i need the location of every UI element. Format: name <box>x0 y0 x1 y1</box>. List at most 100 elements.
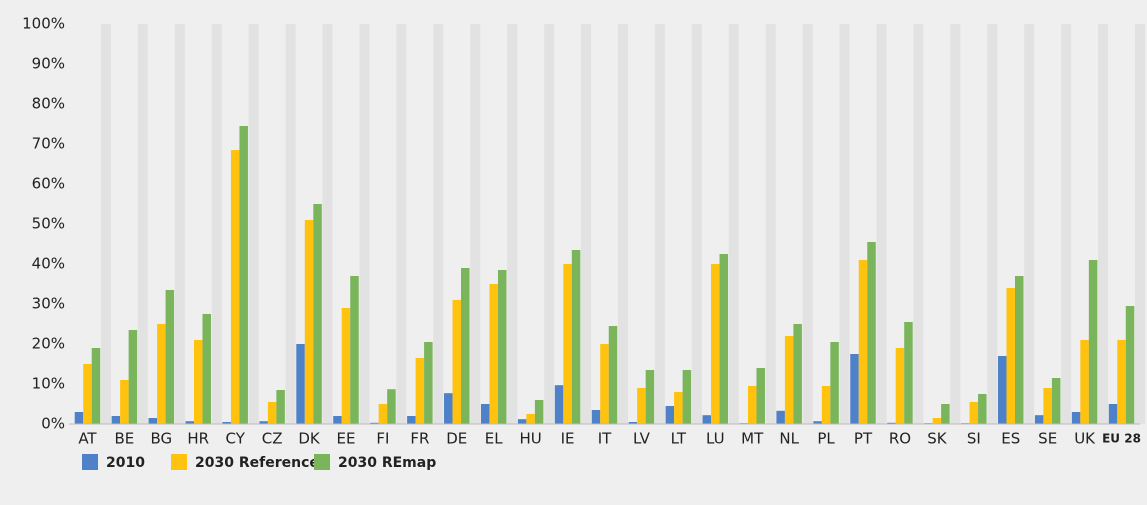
bar <box>497 270 507 424</box>
bar <box>978 394 987 424</box>
bar <box>608 326 618 424</box>
x-tick-label: DK <box>298 430 321 448</box>
band-stripe <box>581 24 592 424</box>
x-tick-label: IE <box>561 430 575 448</box>
x-tick-label: NL <box>779 430 799 448</box>
x-tick-label: BG <box>150 430 172 448</box>
bar <box>480 404 490 424</box>
band-stripe <box>470 24 481 424</box>
legend-label: 2030 Reference <box>195 455 319 471</box>
bar <box>194 340 203 424</box>
bar <box>259 421 268 424</box>
bar <box>637 388 646 424</box>
band-stripe <box>728 24 739 424</box>
band-stripe <box>876 24 887 424</box>
bar <box>407 416 416 424</box>
x-tick-label: MT <box>741 430 764 448</box>
bar <box>444 393 453 424</box>
bar <box>776 410 785 424</box>
band-stripe <box>617 24 628 424</box>
bar <box>1088 260 1098 424</box>
bar <box>1043 388 1052 424</box>
bar <box>793 324 802 424</box>
band-stripe <box>1098 24 1109 424</box>
y-tick-label: 100% <box>22 15 65 33</box>
bar <box>674 392 683 424</box>
y-tick-label: 80% <box>32 95 65 113</box>
bar <box>74 412 84 424</box>
x-tick-label: BE <box>115 430 135 448</box>
band-stripe <box>322 24 333 424</box>
band-stripe <box>433 24 444 424</box>
band-stripe <box>802 24 813 424</box>
band-stripe <box>1061 24 1072 424</box>
legend-swatch <box>82 454 98 470</box>
bar <box>83 364 92 424</box>
x-tick-label: SI <box>967 430 981 448</box>
x-tick-label: EL <box>485 430 503 448</box>
bar <box>1034 415 1044 424</box>
legend-swatch <box>314 454 330 470</box>
band-stripe <box>285 24 296 424</box>
x-tick-label: ES <box>1001 430 1020 448</box>
bar <box>1051 378 1061 424</box>
y-tick-label: 40% <box>32 255 65 273</box>
bar <box>296 344 305 424</box>
bar <box>719 254 729 424</box>
y-tick-label: 90% <box>32 55 65 73</box>
bar <box>969 402 979 424</box>
bar <box>424 342 433 424</box>
bar <box>600 344 609 424</box>
x-tick-label: DE <box>446 430 467 448</box>
y-tick-label: 60% <box>32 175 65 193</box>
bar <box>895 348 905 424</box>
bar <box>887 422 896 424</box>
x-tick-label: PT <box>854 430 873 448</box>
bar <box>571 250 581 424</box>
bar <box>230 150 240 424</box>
band-stripe <box>950 24 961 424</box>
bar <box>148 418 158 424</box>
band-stripe <box>1024 24 1035 424</box>
bar <box>858 260 868 424</box>
bar <box>526 414 535 424</box>
legend-label: 2030 REmap <box>338 455 436 471</box>
bar <box>784 336 794 424</box>
band-stripe <box>100 24 111 424</box>
x-tick-label: FI <box>376 430 389 448</box>
band-stripe <box>765 24 776 424</box>
bar <box>239 126 248 424</box>
bar <box>682 370 692 424</box>
bar <box>904 322 913 424</box>
x-tick-label: EU 28 <box>1102 432 1141 446</box>
legend-swatch <box>171 454 187 470</box>
bar <box>452 300 462 424</box>
bar <box>628 422 638 424</box>
bar <box>111 416 121 424</box>
y-tick-label: 30% <box>32 295 65 313</box>
bar <box>489 284 498 424</box>
bar <box>267 402 277 424</box>
bar <box>120 380 129 424</box>
bar <box>461 268 470 424</box>
x-tick-label: HR <box>187 430 209 448</box>
bar <box>202 314 212 424</box>
bar <box>591 410 601 424</box>
band-stripe <box>691 24 702 424</box>
bar <box>157 324 166 424</box>
bar <box>867 242 876 424</box>
band-stripe <box>507 24 518 424</box>
band-stripe <box>839 24 850 424</box>
bar <box>997 356 1007 424</box>
band-stripe <box>359 24 370 424</box>
x-tick-label: FR <box>410 430 429 448</box>
bar <box>821 386 831 424</box>
bar <box>165 290 175 424</box>
y-tick-label: 10% <box>32 375 65 393</box>
bar <box>341 308 351 424</box>
x-tick-label: SE <box>1038 430 1057 448</box>
band-stripe <box>544 24 555 424</box>
bar <box>702 415 712 424</box>
bar <box>185 421 195 424</box>
band-stripe <box>1135 24 1145 424</box>
